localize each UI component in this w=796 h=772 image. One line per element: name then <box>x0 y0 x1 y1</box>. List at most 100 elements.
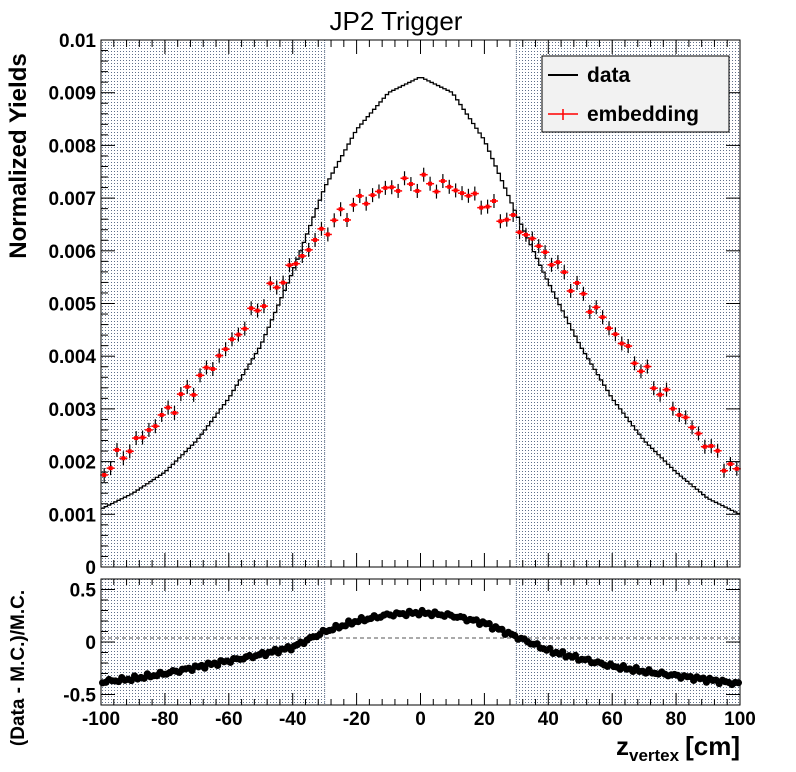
legend: data embedding <box>541 55 730 133</box>
ratio-point <box>485 620 493 628</box>
lower-x-tick-label: 40 <box>538 709 559 730</box>
embedding-point <box>119 451 128 466</box>
upper-plot-frame <box>100 39 741 568</box>
upper-y-tick-label: 0.005 <box>48 295 96 316</box>
embedding-point <box>247 301 256 316</box>
embedding-point <box>464 188 473 203</box>
embedding-point <box>336 202 345 217</box>
upper-y-tick-label: 0 <box>85 558 96 579</box>
embedding-point <box>662 382 671 397</box>
embedding-point <box>374 184 383 199</box>
chart-title: JP2 Trigger <box>330 6 463 36</box>
embedding-point <box>272 280 281 295</box>
embedding-point <box>624 339 633 354</box>
embedding-point <box>349 197 358 212</box>
embedding-point <box>106 461 115 476</box>
legend-box <box>541 55 730 133</box>
upper-y-tick-label: 0.004 <box>48 347 96 368</box>
embedding-point <box>291 256 300 271</box>
embedding-point <box>304 242 313 257</box>
embedding-point <box>451 183 460 198</box>
ratio-point <box>559 648 567 656</box>
embedding-point <box>368 188 377 203</box>
embedding-point <box>585 304 594 319</box>
legend-data-label: data <box>587 64 631 87</box>
embedding-point <box>189 387 198 402</box>
embedding-point <box>643 359 652 374</box>
embedding-point <box>458 186 467 201</box>
upper-y-tick-label: 0.009 <box>48 84 96 105</box>
upper-y-tick-label: 0.008 <box>48 136 96 157</box>
embedding-point <box>234 327 243 342</box>
embedding-point <box>534 239 543 254</box>
lower-x-tick-label: -100 <box>82 709 120 730</box>
embedding-point <box>100 467 109 482</box>
embedding-point <box>317 221 326 236</box>
embedding-point <box>432 184 441 199</box>
embedding-point <box>649 381 658 396</box>
embedding-point <box>489 193 498 208</box>
ratio-point <box>734 679 743 687</box>
embedding-point <box>566 283 575 298</box>
embedding-point <box>668 401 677 416</box>
upper-y-tick-label: 0.007 <box>48 189 96 210</box>
lower-y-tick-label: 0 <box>85 633 96 654</box>
embedding-point <box>630 356 639 371</box>
embedding-point <box>387 180 396 195</box>
embedding-point <box>125 444 134 459</box>
legend-embedding-label: embedding <box>587 103 699 126</box>
embedding-point <box>240 321 249 336</box>
embedding-point <box>592 300 601 315</box>
embedding-point <box>688 420 697 435</box>
embedding-point <box>547 257 556 272</box>
upper-y-tick-label: 0.003 <box>48 400 96 421</box>
embedding-point <box>330 213 339 228</box>
embedding-point <box>617 336 626 351</box>
upper-y-tick-label: 0.001 <box>48 505 96 526</box>
embedding-point <box>227 332 236 347</box>
x-axis-title-subscript: vertex <box>629 746 680 765</box>
embedding-point <box>343 212 352 227</box>
embedding-point <box>311 232 320 247</box>
embedding-point <box>215 348 224 363</box>
embedding-point <box>445 179 454 194</box>
x-axis-title: zvertex [cm] <box>616 731 740 765</box>
embedding-point <box>636 364 645 379</box>
embedding-point <box>598 310 607 325</box>
embedding-point <box>675 407 684 422</box>
embedding-point <box>509 207 518 222</box>
lower-x-tick-label: 100 <box>724 709 756 730</box>
embedding-point <box>406 177 415 192</box>
embedding-point <box>202 360 211 375</box>
lower-x-tick-label: 60 <box>602 709 623 730</box>
x-axis-title-main: z <box>616 731 629 761</box>
embedding-point <box>726 457 735 472</box>
embedding-point <box>285 258 294 273</box>
embedding-point <box>400 171 409 186</box>
embedding-point <box>138 430 147 445</box>
embedding-point <box>477 200 486 215</box>
embedding-point <box>394 183 403 198</box>
embedding-point <box>164 400 173 415</box>
embedding-point <box>419 167 428 182</box>
lower-x-tick-label: -20 <box>343 709 370 730</box>
embedding-point <box>298 249 307 264</box>
embedding-point <box>656 387 665 402</box>
embedding-point <box>355 188 364 203</box>
upper-shaded-region-0 <box>101 40 325 567</box>
embedding-point <box>221 342 230 357</box>
embedding-point <box>470 186 479 201</box>
embedding-point <box>362 196 371 211</box>
embedding-point <box>720 463 729 478</box>
embedding-point <box>694 426 703 441</box>
embedding-point <box>605 321 614 336</box>
upper-y-tick-label: 0.002 <box>48 453 96 474</box>
lower-plot-frame <box>100 578 741 706</box>
lower-x-tick-label: -40 <box>279 709 306 730</box>
embedding-point <box>259 299 268 314</box>
embedding-point <box>279 275 288 290</box>
embedding-point <box>573 275 582 290</box>
embedding-point <box>426 176 435 191</box>
embedding-point <box>144 422 153 437</box>
